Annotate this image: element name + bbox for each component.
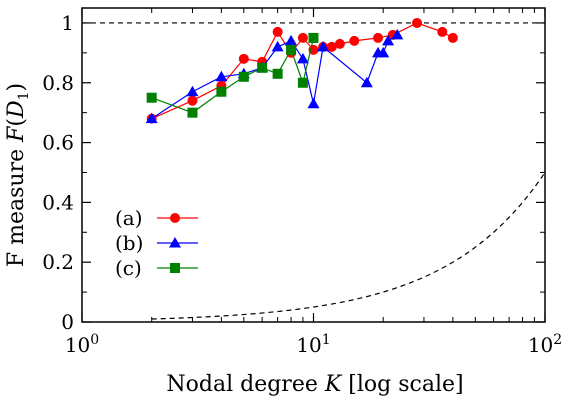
legend-label: (a)	[115, 206, 143, 230]
x-tick-label: 100	[65, 332, 99, 357]
legend-label: (c)	[115, 256, 142, 280]
y-axis-title: F measure F(D1)	[4, 83, 32, 267]
y-tick-label: 0.6	[42, 131, 74, 155]
data-point-circle	[187, 95, 198, 106]
y-tick-label: 0.8	[42, 71, 74, 95]
legend-item-square: (c)	[115, 256, 198, 280]
data-point-circle	[447, 32, 458, 43]
data-point-triangle	[285, 34, 298, 46]
legend-marker-circle	[170, 213, 180, 223]
legend-item-circle: (a)	[115, 206, 198, 230]
data-point-circle	[272, 26, 283, 37]
data-point-circle	[412, 17, 423, 28]
series-square	[146, 32, 319, 118]
reference-line-2	[151, 172, 546, 320]
data-point-square	[146, 92, 157, 103]
data-point-triangle	[186, 85, 199, 97]
data-point-square	[187, 107, 198, 118]
x-tick-label: 102	[528, 332, 562, 357]
y-tick-label: 0.2	[42, 250, 74, 274]
data-point-square	[238, 71, 249, 82]
series-group	[145, 17, 458, 124]
data-point-triangle	[271, 40, 284, 52]
data-point-square	[297, 77, 308, 88]
reference-lines	[82, 22, 546, 320]
data-point-square	[257, 62, 268, 73]
data-point-triangle	[317, 40, 330, 52]
data-point-square	[272, 68, 283, 79]
y-tick-label: 0.4	[42, 190, 74, 214]
data-point-triangle	[296, 52, 309, 64]
data-point-circle	[373, 32, 384, 43]
x-tick-label: 101	[296, 332, 330, 357]
axis-ticks: 100 101 102 0 0.2 0.4 0.6 0.8 1	[42, 8, 562, 357]
data-point-triangle	[145, 112, 158, 124]
data-point-circle	[326, 41, 337, 52]
data-point-circle	[238, 53, 249, 64]
series-triangle	[145, 28, 404, 124]
data-point-square	[286, 44, 297, 55]
data-point-square	[308, 32, 319, 43]
data-point-triangle	[307, 97, 320, 109]
data-point-triangle	[215, 70, 228, 82]
legend-marker-triangle	[169, 237, 181, 248]
y-tick-label: 0	[61, 310, 74, 334]
data-point-triangle	[360, 76, 373, 88]
data-point-triangle	[391, 28, 404, 40]
data-point-circle	[349, 35, 360, 46]
data-point-square	[216, 86, 227, 97]
data-point-circle	[437, 26, 448, 37]
x-axis-title: Nodal degree K [log scale]	[166, 372, 463, 397]
legend-item-triangle: (b)	[115, 231, 198, 255]
y-tick-label: 1	[61, 11, 74, 35]
plot-frame	[81, 7, 546, 323]
legend-marker-square	[170, 263, 180, 273]
data-point-circle	[334, 38, 345, 49]
legend: (a)(b)(c)	[115, 206, 198, 280]
legend-label: (b)	[115, 231, 143, 255]
data-point-circle	[297, 32, 308, 43]
data-point-triangle	[382, 34, 395, 46]
data-point-triangle	[377, 46, 390, 58]
